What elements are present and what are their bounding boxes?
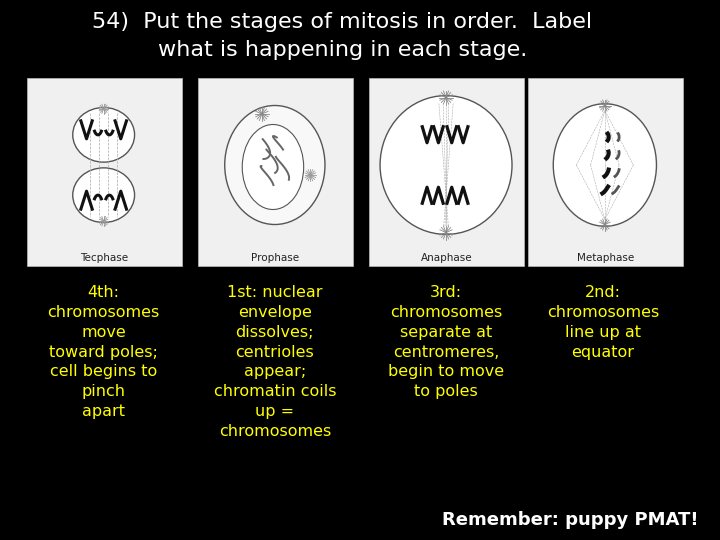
Text: chromosomes
separate at
centromeres,
begin to move
to poles: chromosomes separate at centromeres, beg… <box>388 305 504 399</box>
Text: 54)  Put the stages of mitosis in order.  Label: 54) Put the stages of mitosis in order. … <box>92 12 593 32</box>
FancyBboxPatch shape <box>198 78 353 266</box>
FancyBboxPatch shape <box>369 78 524 266</box>
Ellipse shape <box>73 107 135 162</box>
Text: what is happening in each stage.: what is happening in each stage. <box>158 40 527 60</box>
Text: 1st: nuclear: 1st: nuclear <box>227 285 323 300</box>
Text: Remember: puppy PMAT!: Remember: puppy PMAT! <box>442 511 699 529</box>
Ellipse shape <box>73 168 135 222</box>
Text: 3rd:: 3rd: <box>430 285 462 300</box>
Ellipse shape <box>242 125 304 210</box>
Ellipse shape <box>553 104 657 226</box>
Text: chromosomes
line up at
equator: chromosomes line up at equator <box>546 305 659 360</box>
Text: Anaphase: Anaphase <box>420 253 472 263</box>
FancyBboxPatch shape <box>528 78 683 266</box>
Text: Metaphase: Metaphase <box>577 253 634 263</box>
Text: Tecphase: Tecphase <box>80 253 128 263</box>
Ellipse shape <box>225 105 325 225</box>
Text: 4th:: 4th: <box>88 285 120 300</box>
Ellipse shape <box>380 96 512 234</box>
Text: envelope
dissolves;
centrioles
appear;
chromatin coils
up =
chromosomes: envelope dissolves; centrioles appear; c… <box>214 305 336 439</box>
Text: 2nd:: 2nd: <box>585 285 621 300</box>
FancyBboxPatch shape <box>27 78 181 266</box>
Text: Prophase: Prophase <box>251 253 300 263</box>
Text: chromosomes
move
toward poles;
cell begins to
pinch
apart: chromosomes move toward poles; cell begi… <box>48 305 160 419</box>
